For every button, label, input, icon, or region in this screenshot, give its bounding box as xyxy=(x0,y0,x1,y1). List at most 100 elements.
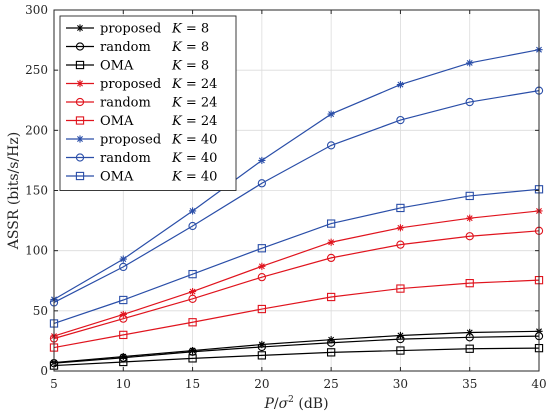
y-tick-label: 250 xyxy=(25,63,48,77)
legend-k-value: K = 8 xyxy=(171,59,209,74)
data-point-square xyxy=(188,269,197,279)
data-point-circle xyxy=(465,232,474,241)
data-point-star xyxy=(119,352,127,361)
data-point-star xyxy=(188,346,197,355)
x-label-unit: (dB) xyxy=(294,396,329,412)
data-point-square xyxy=(326,292,336,302)
legend-label: random xyxy=(100,96,151,111)
data-point-circle xyxy=(326,338,336,347)
legend-label: proposed xyxy=(100,133,161,148)
legend-marker-square xyxy=(75,116,85,125)
data-point-square xyxy=(465,344,474,353)
legend-marker-square xyxy=(75,171,85,181)
data-point-square xyxy=(396,203,405,213)
legend-entry: random K = 8 xyxy=(66,40,209,55)
data-point-star xyxy=(258,340,266,349)
data-point-square xyxy=(465,191,474,201)
x-label-var: P xyxy=(263,396,274,412)
data-point-circle xyxy=(465,333,474,342)
legend-k-value: K = 8 xyxy=(171,22,209,37)
data-point-circle xyxy=(119,314,128,323)
legend-k-number: = 40 xyxy=(182,170,218,185)
data-point-star xyxy=(327,336,335,344)
series-oma-k8 xyxy=(49,343,544,370)
y-tick-label: 50 xyxy=(33,304,48,318)
series-line xyxy=(53,90,540,303)
legend-k-number: = 24 xyxy=(182,77,218,92)
y-tick-label: 150 xyxy=(25,184,48,198)
legend-label: OMA xyxy=(100,114,134,129)
data-point-square xyxy=(326,219,336,228)
data-point-square xyxy=(257,244,267,253)
legend-entry: OMA K = 24 xyxy=(66,114,217,129)
legend-label: OMA xyxy=(100,59,134,74)
legend-k-number: = 8 xyxy=(182,40,209,55)
legend-marker-circle xyxy=(75,97,85,107)
series-line xyxy=(53,210,540,337)
series-line xyxy=(53,49,540,300)
data-point-square xyxy=(119,295,128,305)
legend-k-symbol: K xyxy=(171,40,183,55)
legend-marker-star xyxy=(76,24,84,32)
data-point-square xyxy=(188,318,197,327)
data-point-square xyxy=(396,346,405,355)
legend: proposed K = 8 random K = 8 OMA K = 8 proposed… xyxy=(59,15,237,191)
data-point-star xyxy=(466,214,474,222)
legend-k-value: K = 40 xyxy=(171,151,217,166)
data-point-square xyxy=(465,279,474,288)
legend-k-value: K = 24 xyxy=(171,114,217,129)
x-tick-label: 25 xyxy=(324,377,339,391)
x-tick-label: 15 xyxy=(185,377,200,391)
data-point-square xyxy=(257,304,267,314)
legend-k-value: K = 40 xyxy=(171,170,217,185)
legend-k-number: = 8 xyxy=(182,59,209,74)
data-point-star xyxy=(258,156,266,165)
y-axis-label: ASSR (bits/s/Hz) xyxy=(6,132,22,250)
legend-k-symbol: K xyxy=(171,133,183,148)
data-point-circle xyxy=(326,253,336,263)
legend-entry: OMA K = 8 xyxy=(66,59,209,74)
data-point-square xyxy=(119,330,128,340)
legend-label: proposed xyxy=(100,77,161,92)
data-point-circle xyxy=(465,97,474,107)
legend-k-number: = 40 xyxy=(182,151,218,166)
x-tick-label: 20 xyxy=(254,377,269,391)
data-point-star xyxy=(258,262,266,270)
data-point-star xyxy=(466,59,474,67)
legend-entry: random K = 24 xyxy=(66,96,217,111)
data-point-star xyxy=(396,81,405,89)
legend-label: proposed xyxy=(100,22,161,37)
data-point-circle xyxy=(119,262,128,272)
legend-marker-circle xyxy=(75,42,85,51)
legend-k-symbol: K xyxy=(171,22,183,37)
legend-label: random xyxy=(100,40,151,55)
data-point-square xyxy=(326,348,336,357)
series-line xyxy=(53,335,540,364)
legend-k-number: = 24 xyxy=(182,96,218,111)
data-point-square xyxy=(396,284,405,293)
series-line xyxy=(53,188,540,325)
legend-k-symbol: K xyxy=(171,114,183,129)
data-point-circle xyxy=(257,179,267,188)
legend-entry: proposed K = 40 xyxy=(66,133,217,148)
legend-k-number: = 24 xyxy=(182,114,218,129)
legend-box xyxy=(59,15,237,191)
x-tick-label: 35 xyxy=(462,377,477,391)
legend-k-number: = 8 xyxy=(182,22,209,37)
legend-entry: proposed K = 24 xyxy=(66,77,217,92)
legend-k-value: K = 40 xyxy=(171,133,217,148)
data-point-circle xyxy=(257,342,267,352)
data-point-circle xyxy=(396,115,405,125)
legend-k-value: K = 8 xyxy=(171,40,209,55)
legend-label: random xyxy=(100,151,151,166)
y-tick-label: 100 xyxy=(25,244,48,258)
legend-k-symbol: K xyxy=(171,151,183,166)
data-point-circle xyxy=(119,353,128,362)
data-point-circle xyxy=(188,221,197,231)
series-line xyxy=(53,230,540,340)
x-label-sup: 2 xyxy=(288,395,294,405)
legend-entry: OMA K = 40 xyxy=(66,170,217,185)
legend-k-value: K = 24 xyxy=(171,77,217,92)
series-layer xyxy=(49,46,544,370)
